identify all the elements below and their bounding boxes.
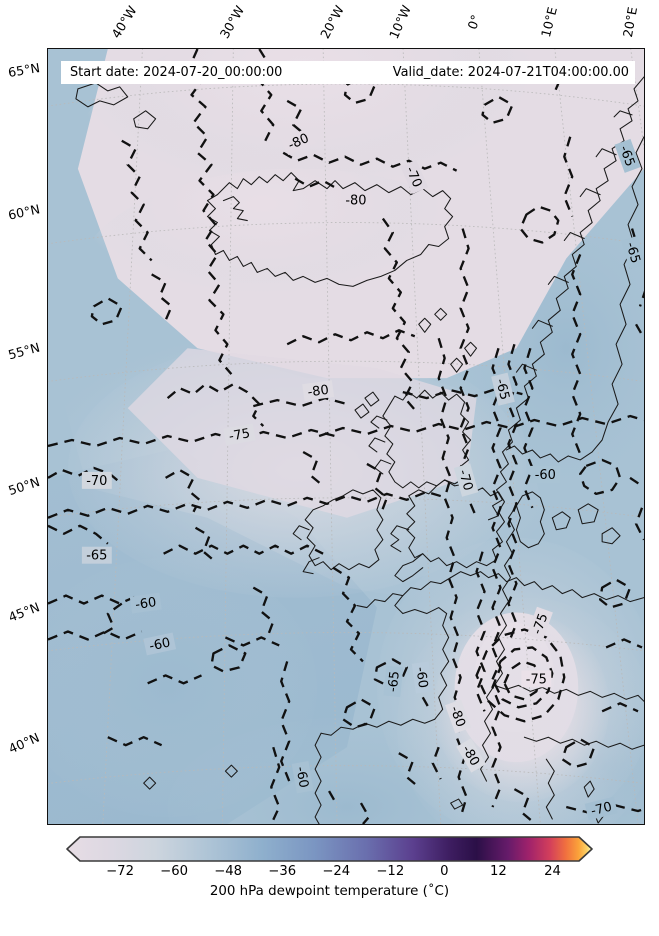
svg-text:-80: -80 bbox=[345, 194, 366, 209]
longitude-tick-4: 0° bbox=[464, 12, 484, 32]
svg-text:-80: -80 bbox=[447, 704, 468, 729]
longitude-tick-1: 30°W bbox=[216, 3, 248, 41]
title-box: Start date: 2024-07-20_00:00:00 Valid_da… bbox=[61, 61, 635, 84]
svg-text:-60: -60 bbox=[148, 635, 172, 654]
svg-text:-75: -75 bbox=[228, 426, 251, 444]
latitude-tick-1: 45°N bbox=[6, 599, 42, 625]
colorbar-tick-4: −24 bbox=[322, 864, 351, 879]
colorbar-tick-labels: −72 −60 −48 −36 −24 −12 0 12 24 bbox=[66, 864, 593, 882]
colorbar-tick-7: 12 bbox=[490, 864, 507, 879]
map-axes[interactable]: -80 -80 -80 -75 bbox=[47, 48, 645, 825]
longitude-tick-5: 10°E bbox=[538, 5, 560, 39]
colorbar-tick-5: −12 bbox=[376, 864, 405, 879]
colorbar-tick-2: −48 bbox=[214, 864, 243, 879]
latitude-tick-3: 55°N bbox=[6, 339, 42, 363]
colorbar-tick-0: −72 bbox=[106, 864, 134, 879]
valid-date-label: Valid_date: 2024-07-21T04:00:00.00 bbox=[392, 65, 629, 80]
svg-text:-65: -65 bbox=[616, 144, 637, 169]
svg-text:-60: -60 bbox=[134, 595, 157, 613]
longitude-tick-6: 20°E bbox=[619, 5, 641, 39]
svg-text:-60: -60 bbox=[292, 766, 310, 789]
map-plot: -80 -80 -80 -75 bbox=[48, 49, 644, 824]
svg-text:-65: -65 bbox=[622, 241, 642, 265]
svg-text:-65: -65 bbox=[492, 377, 512, 401]
colorbar[interactable] bbox=[66, 836, 593, 862]
latitude-tick-4: 60°N bbox=[6, 201, 42, 223]
colorbar-tick-3: −36 bbox=[268, 864, 297, 879]
svg-text:-60: -60 bbox=[535, 468, 556, 483]
svg-text:-65: -65 bbox=[86, 549, 107, 564]
svg-text:-80: -80 bbox=[307, 383, 330, 401]
svg-text:-70: -70 bbox=[455, 468, 475, 492]
svg-text:-70: -70 bbox=[86, 474, 107, 489]
map-clip: -80 -80 -80 -75 bbox=[48, 49, 644, 824]
colorbar-tick-8: 24 bbox=[544, 864, 561, 879]
colorbar-tick-6: 0 bbox=[440, 864, 449, 879]
latitude-tick-5: 65°N bbox=[6, 60, 42, 80]
svg-text:-65: -65 bbox=[386, 670, 403, 693]
svg-text:-60: -60 bbox=[412, 666, 430, 689]
colorbar-axis-label: 200 hPa dewpoint temperature (˚C) bbox=[209, 884, 450, 899]
latitude-tick-0: 40°N bbox=[6, 729, 42, 757]
longitude-tick-0: 40°W bbox=[108, 3, 140, 41]
longitude-tick-2: 20°W bbox=[317, 2, 347, 42]
svg-text:-75: -75 bbox=[530, 612, 551, 637]
svg-text:-70: -70 bbox=[589, 800, 613, 820]
start-date-label: Start date: 2024-07-20_00:00:00 bbox=[70, 65, 283, 80]
svg-text:-75: -75 bbox=[526, 672, 547, 687]
longitude-tick-3: 10°W bbox=[385, 2, 415, 42]
colorbar-tick-1: −60 bbox=[160, 864, 189, 879]
colorbar-gradient bbox=[66, 836, 593, 862]
latitude-tick-2: 50°N bbox=[6, 473, 42, 499]
